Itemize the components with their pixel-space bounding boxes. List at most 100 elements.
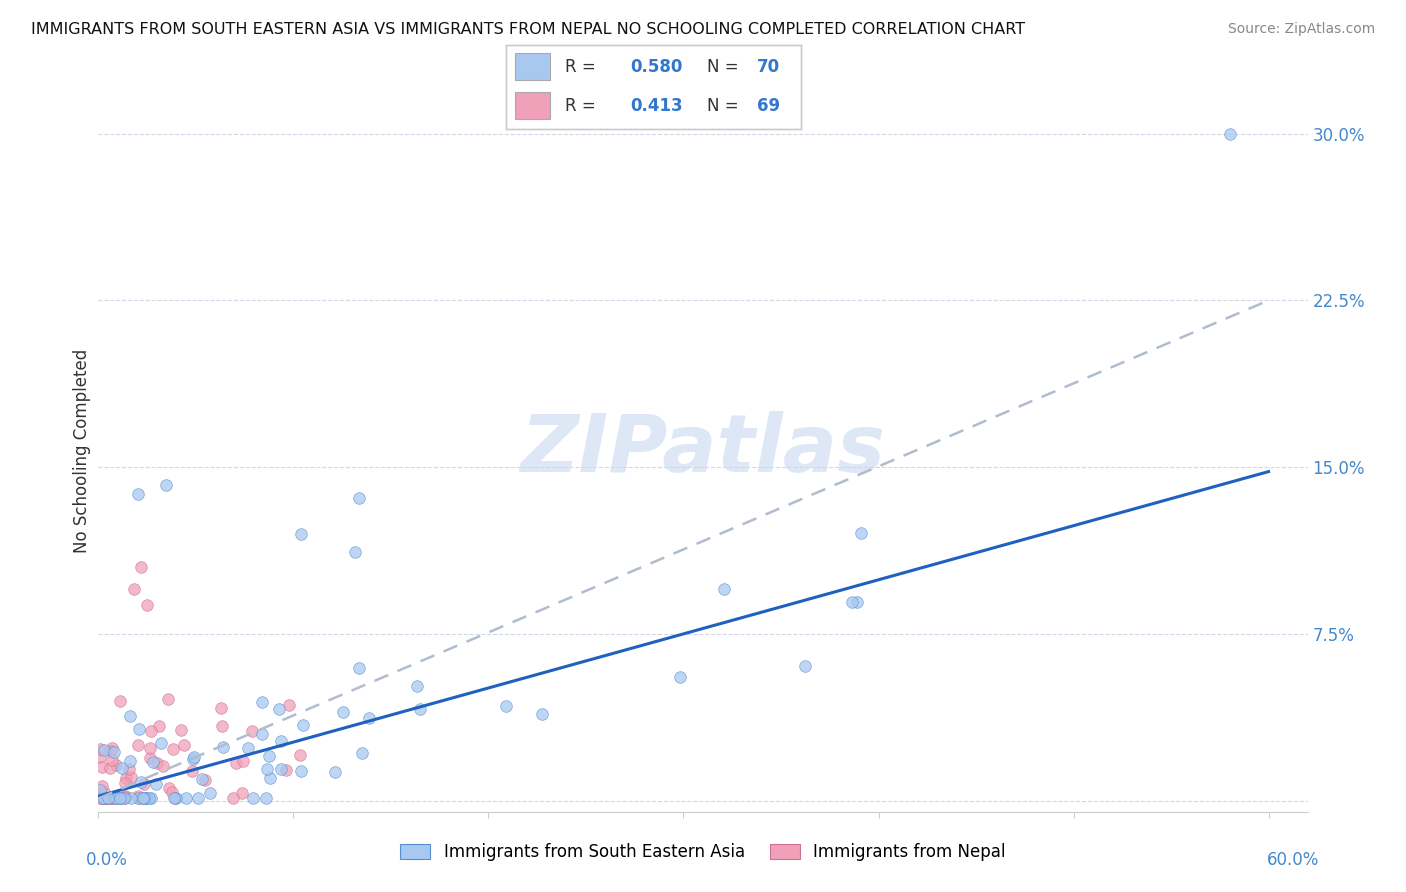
Point [91, 760, 114, 774]
Point [108, 694, 131, 708]
Point [93, 743, 115, 757]
Point [325, 765, 347, 780]
Point [162, 741, 184, 756]
Point [793, 659, 815, 673]
Point [148, 719, 170, 733]
Point [713, 582, 735, 597]
Text: 60.0%: 60.0% [1267, 852, 1320, 870]
Point [198, 786, 221, 800]
Point [254, 791, 277, 805]
Point [122, 582, 145, 597]
Point [267, 702, 290, 716]
Point [174, 791, 197, 805]
Point [132, 791, 155, 805]
Point [292, 718, 315, 732]
Point [127, 789, 149, 803]
Text: 0.580: 0.580 [630, 58, 682, 76]
Point [108, 791, 131, 805]
Point [288, 747, 311, 762]
Point [1219, 127, 1241, 141]
Text: 69: 69 [756, 96, 780, 114]
Point [114, 790, 136, 805]
Point [240, 723, 263, 738]
Point [118, 762, 141, 776]
Point [242, 791, 264, 805]
Point [128, 791, 150, 805]
Point [343, 544, 366, 558]
Point [120, 770, 142, 784]
Point [274, 763, 297, 777]
Point [104, 791, 127, 805]
Point [98, 791, 121, 805]
Point [96, 791, 118, 805]
Point [170, 723, 193, 737]
Point [104, 791, 127, 805]
Point [290, 764, 312, 779]
Point [127, 487, 149, 501]
Point [89, 750, 111, 764]
Point [93, 785, 115, 799]
Point [211, 739, 233, 754]
Text: N =: N = [707, 58, 744, 76]
Text: R =: R = [565, 96, 602, 114]
Point [97, 791, 120, 805]
Point [136, 598, 159, 612]
Point [231, 786, 253, 800]
Point [357, 710, 380, 724]
Point [190, 772, 212, 786]
Point [96, 791, 118, 805]
Point [131, 791, 153, 805]
Point [845, 594, 868, 608]
Point [163, 791, 186, 805]
Point [91, 791, 114, 805]
Point [150, 736, 173, 750]
Point [112, 791, 135, 805]
Point [841, 595, 863, 609]
Point [259, 771, 281, 785]
Point [135, 791, 157, 805]
Point [350, 746, 373, 760]
Point [155, 478, 177, 492]
Point [101, 753, 124, 767]
Point [138, 791, 160, 805]
Point [236, 741, 259, 756]
Point [89, 788, 111, 802]
Point [530, 706, 553, 721]
Point [111, 761, 134, 775]
Point [669, 670, 692, 684]
Point [89, 742, 111, 756]
Point [100, 744, 122, 758]
Point [181, 752, 204, 766]
Point [114, 791, 136, 805]
Point [141, 790, 163, 805]
Text: 70: 70 [756, 58, 780, 76]
Point [120, 709, 142, 723]
Point [250, 695, 273, 709]
Point [134, 791, 156, 805]
Point [114, 776, 136, 790]
Point [347, 491, 370, 506]
Point [97, 791, 120, 805]
Point [277, 698, 299, 713]
Bar [515, 54, 550, 80]
Point [142, 755, 165, 769]
Point [101, 791, 124, 805]
Point [187, 791, 209, 805]
Point [97, 791, 120, 805]
Point [131, 560, 153, 574]
Point [139, 740, 162, 755]
Point [120, 791, 142, 805]
Point [94, 791, 117, 805]
Point [93, 791, 115, 805]
Text: R =: R = [565, 58, 602, 76]
Point [110, 791, 132, 805]
Point [100, 741, 122, 756]
Point [332, 705, 354, 719]
Text: N =: N = [707, 96, 744, 114]
Point [211, 719, 233, 733]
Point [107, 791, 129, 805]
Text: 0.413: 0.413 [630, 96, 683, 114]
Point [101, 791, 124, 805]
Point [194, 772, 217, 787]
Point [252, 727, 274, 741]
